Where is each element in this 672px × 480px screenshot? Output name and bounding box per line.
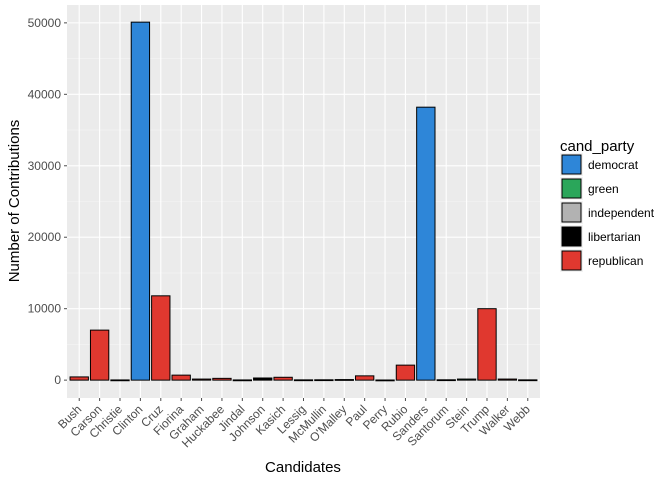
y-tick-label: 10000 (28, 302, 62, 316)
legend-label-green: green (588, 182, 619, 196)
legend-swatch-republican (561, 250, 582, 271)
bar-stein (456, 378, 477, 381)
y-axis: 0 10000 20000 30000 40000 50000 (28, 16, 67, 387)
bar-johnson (253, 377, 273, 381)
bar-mcmullin (314, 379, 334, 382)
y-tick-label: 30000 (28, 159, 62, 173)
legend-title: cand_party (560, 138, 635, 155)
bar-sanders (416, 106, 436, 381)
bar-carson (89, 329, 110, 381)
bar-jindal (232, 379, 253, 382)
y-tick-label: 40000 (28, 87, 62, 101)
legend-swatch-democrat (561, 154, 582, 175)
bar-omalley (334, 379, 354, 381)
bar-rubio (395, 364, 416, 381)
legend-swatch-libertarian (561, 226, 582, 247)
bar-graham (191, 378, 212, 381)
legend-swatch-independent (561, 202, 582, 223)
legend-swatch-green (561, 178, 582, 199)
bar-christie (110, 379, 130, 382)
bar-kasich (273, 376, 293, 381)
legend-label-republican: republican (588, 254, 643, 268)
y-axis-title: Number of Contributions (6, 120, 23, 283)
y-tick-label: 20000 (28, 230, 62, 244)
bar-perry (375, 379, 395, 382)
bar-walker (497, 378, 518, 381)
legend-label-independent: independent (588, 206, 655, 220)
x-axis-title: Candidates (265, 459, 341, 476)
bar-fiorina (171, 374, 191, 381)
bar-trump (477, 308, 497, 381)
bar-huckabee (212, 377, 232, 381)
y-tick-label: 50000 (28, 16, 62, 30)
legend: cand_party democrat green independent liber… (560, 138, 655, 272)
bars (69, 21, 538, 382)
legend-label-libertarian: libertarian (588, 230, 641, 244)
bar-cruz (151, 295, 171, 381)
bar-webb (518, 379, 538, 382)
y-tick-label: 0 (54, 373, 61, 387)
bar-paul (354, 375, 375, 381)
bar-bush (69, 376, 89, 381)
bar-lessig (293, 379, 314, 382)
bar-santorum (436, 379, 456, 382)
x-axis: BushCarsonChristieClintonCruzFiorinaGrah… (55, 398, 533, 450)
legend-label-democrat: democrat (588, 158, 639, 172)
bar-clinton (130, 21, 151, 381)
